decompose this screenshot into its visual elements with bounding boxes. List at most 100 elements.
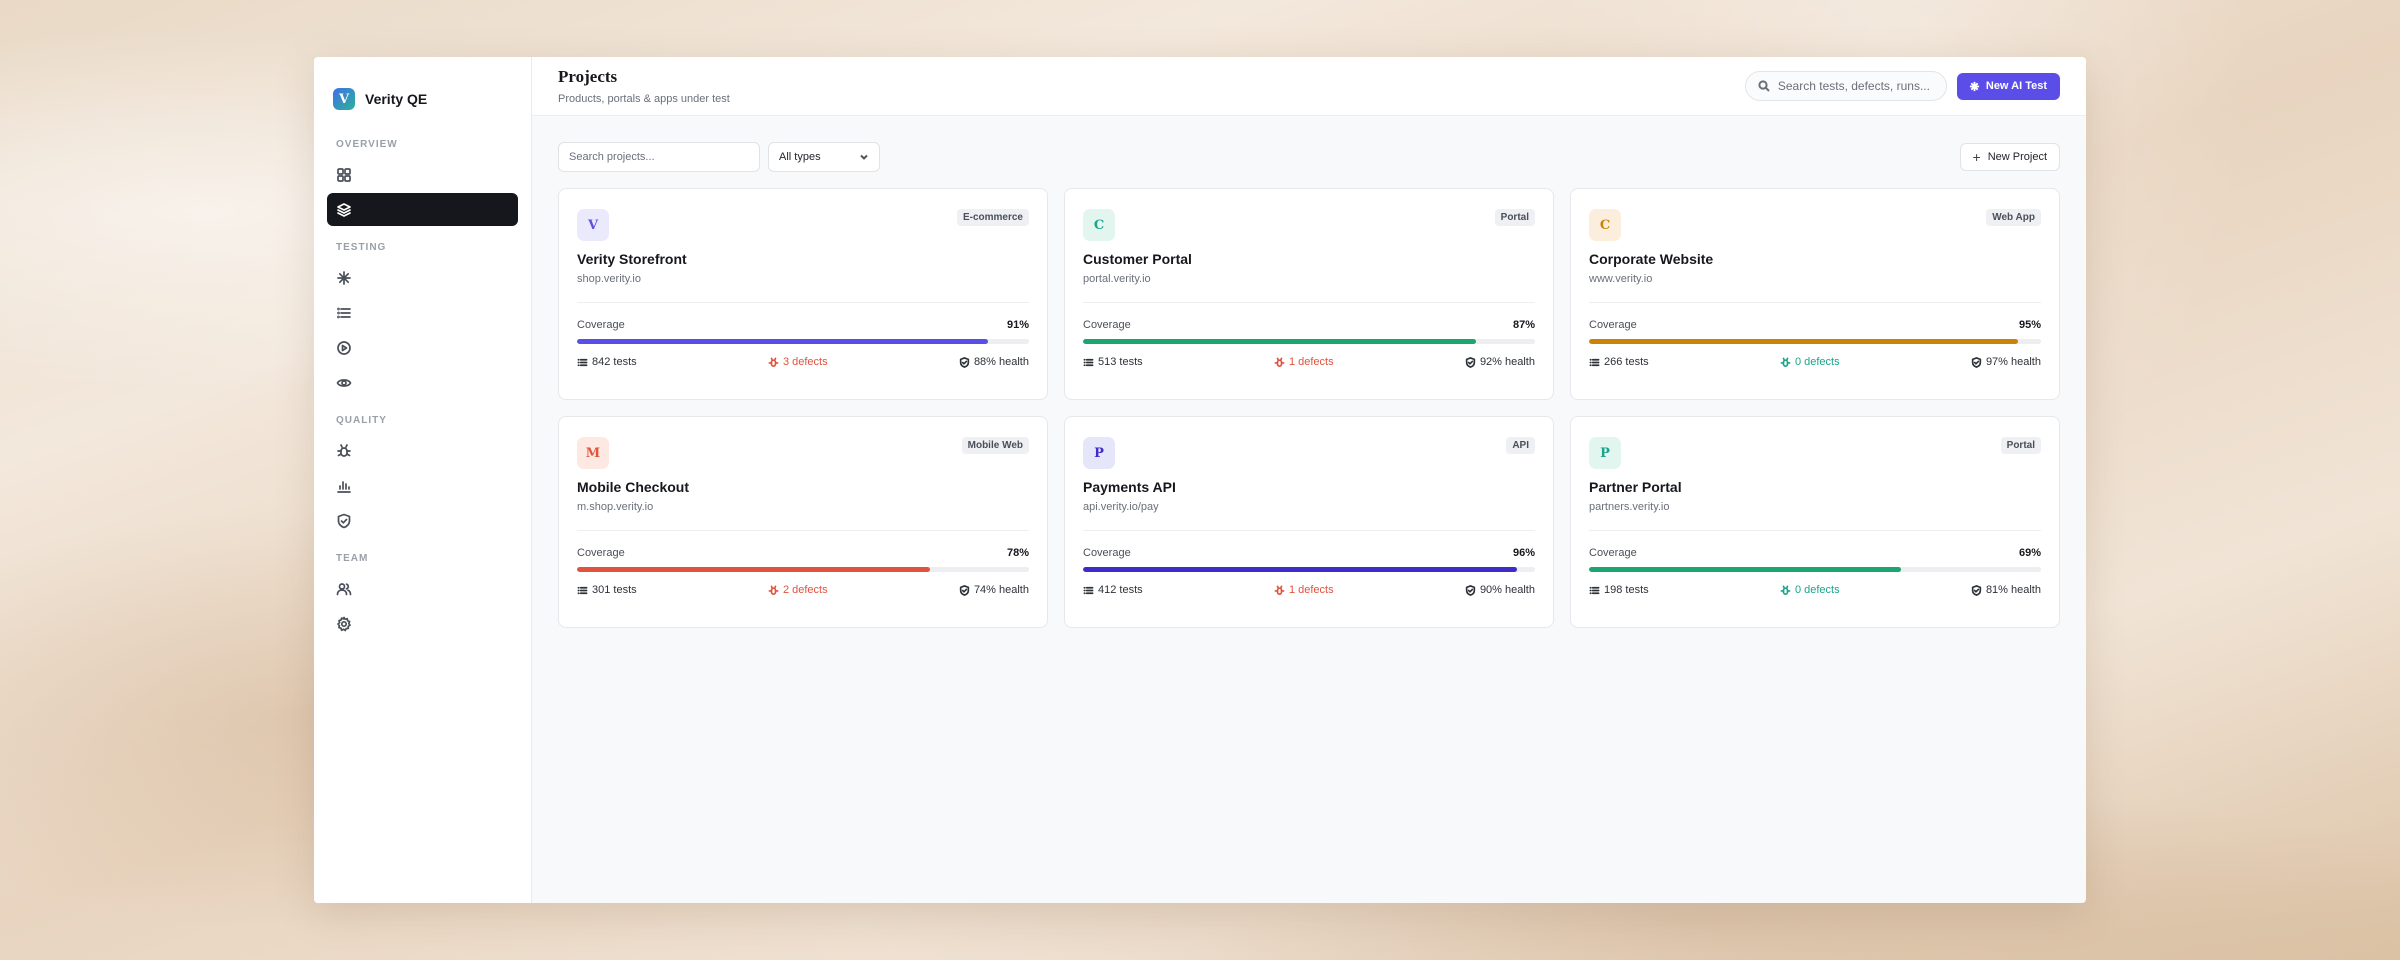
sidebar-item-compliance[interactable]	[327, 504, 518, 537]
sidebar-item-monitoring[interactable]	[327, 366, 518, 399]
content: All types + New Project V E-commerce Ver…	[532, 116, 2086, 654]
project-card[interactable]: C Portal Customer Portal portal.verity.i…	[1064, 188, 1554, 400]
new-project-label: New Project	[1987, 151, 2047, 163]
project-search-input[interactable]	[558, 142, 760, 172]
project-name: Payments API	[1083, 479, 1176, 495]
card-header: C Web App	[1589, 209, 2041, 243]
list-icon	[337, 307, 351, 318]
sidebar-item-projects[interactable]	[327, 193, 518, 226]
defects-count: 2 defects	[782, 584, 828, 596]
bug-icon	[1780, 585, 1791, 595]
nav-section-team: TEAM	[336, 553, 369, 564]
coverage-row: Coverage 78%	[577, 547, 1029, 559]
shield-check-icon	[1465, 356, 1476, 368]
defects-stat[interactable]: 1 defects	[1274, 584, 1334, 596]
users-icon	[336, 582, 352, 595]
coverage-bar-fill	[1589, 567, 1901, 572]
coverage-label: Coverage	[577, 547, 625, 559]
project-stats: 513 tests 1 defects 92% health	[1083, 356, 1535, 368]
sidebar-item-test-cases[interactable]	[327, 296, 518, 329]
sidebar-item-defects[interactable]	[327, 434, 518, 467]
tests-count: 513 tests	[1098, 356, 1143, 368]
tests-count: 412 tests	[1098, 584, 1143, 596]
defects-count: 1 defects	[1288, 356, 1334, 368]
project-type-badge: Portal	[2000, 437, 2041, 454]
coverage-row: Coverage 69%	[1589, 547, 2041, 559]
defects-stat[interactable]: 3 defects	[768, 356, 828, 368]
brand[interactable]: V Verity QE	[327, 75, 518, 123]
coverage-label: Coverage	[1083, 547, 1131, 559]
project-card[interactable]: C Web App Corporate Website www.verity.i…	[1570, 188, 2060, 400]
project-stats: 301 tests 2 defects 74% health	[577, 584, 1029, 596]
coverage-bar-fill	[577, 339, 989, 344]
sidebar-item-reports[interactable]	[327, 469, 518, 502]
list-icon	[1589, 586, 1600, 594]
chevron-down-icon	[860, 154, 868, 160]
page-heading: Projects Products, portals & apps under …	[558, 67, 730, 105]
defects-stat[interactable]: 2 defects	[768, 584, 828, 596]
coverage-bar-fill	[1589, 339, 2019, 344]
type-select-value: All types	[779, 151, 821, 163]
project-name: Customer Portal	[1083, 251, 1192, 267]
project-card[interactable]: V E-commerce Verity Storefront shop.veri…	[558, 188, 1048, 400]
coverage-bar	[1083, 567, 1535, 572]
health-value: 74% health	[973, 584, 1029, 596]
eye-icon	[336, 378, 352, 387]
page-subtitle: Products, portals & apps under test	[558, 93, 730, 105]
global-search-input[interactable]	[1777, 79, 1938, 93]
new-ai-test-button[interactable]: New AI Test	[1956, 72, 2060, 100]
search-icon	[1758, 80, 1770, 92]
filter-controls: All types	[558, 142, 880, 172]
page-title: Projects	[558, 67, 618, 86]
shield-check-icon	[1971, 584, 1982, 596]
coverage-bar	[1589, 339, 2041, 344]
coverage-percent: 78%	[1006, 547, 1029, 559]
defects-count: 0 defects	[1794, 584, 1840, 596]
tests-stat: 301 tests	[577, 584, 637, 596]
coverage-percent: 91%	[1006, 319, 1029, 331]
defects-stat[interactable]: 1 defects	[1274, 356, 1334, 368]
sidebar-item-members[interactable]	[327, 572, 518, 605]
defects-stat[interactable]: 0 defects	[1780, 356, 1840, 368]
sidebar-item-settings[interactable]	[327, 607, 518, 640]
sidebar-item-ai-tests[interactable]	[327, 261, 518, 294]
project-url: m.shop.verity.io	[577, 501, 654, 513]
coverage-bar	[1083, 339, 1535, 344]
card-divider	[577, 302, 1029, 303]
coverage-percent: 95%	[2018, 319, 2041, 331]
app-window: V Verity QE OVERVIEW TESTING QUALITY	[314, 57, 2086, 903]
defects-stat[interactable]: 0 defects	[1780, 584, 1840, 596]
list-icon	[1083, 586, 1094, 594]
nav-section-quality: QUALITY	[336, 415, 387, 426]
tests-count: 266 tests	[1604, 356, 1649, 368]
project-avatar: C	[1083, 209, 1115, 241]
coverage-percent: 96%	[1512, 547, 1535, 559]
coverage-row: Coverage 91%	[577, 319, 1029, 331]
sidebar-item-dashboard[interactable]	[327, 158, 518, 191]
project-avatar: V	[577, 209, 609, 241]
health-stat: 74% health	[959, 584, 1029, 596]
shield-check-icon	[959, 584, 970, 596]
bug-icon	[1780, 357, 1791, 367]
list-icon	[577, 586, 588, 594]
project-type-badge: Web App	[1986, 209, 2041, 226]
tests-stat: 198 tests	[1589, 584, 1649, 596]
coverage-bar	[577, 339, 1029, 344]
project-card[interactable]: P API Payments API api.verity.io/pay Cov…	[1064, 416, 1554, 628]
new-project-button[interactable]: + New Project	[1959, 143, 2060, 171]
health-stat: 92% health	[1465, 356, 1535, 368]
card-divider	[1589, 302, 2041, 303]
defects-count: 1 defects	[1288, 584, 1334, 596]
nav-section-overview: OVERVIEW	[336, 139, 398, 150]
coverage-row: Coverage 95%	[1589, 319, 2041, 331]
card-header: P Portal	[1589, 437, 2041, 471]
global-search[interactable]	[1744, 71, 1947, 101]
project-avatar: P	[1083, 437, 1115, 469]
project-card[interactable]: M Mobile Web Mobile Checkout m.shop.veri…	[558, 416, 1048, 628]
bug-icon	[768, 585, 779, 595]
shield-check-icon	[1465, 584, 1476, 596]
project-card[interactable]: P Portal Partner Portal partners.verity.…	[1570, 416, 2060, 628]
type-select[interactable]: All types	[768, 142, 880, 172]
sidebar-item-runs[interactable]	[327, 331, 518, 364]
project-name: Verity Storefront	[577, 251, 687, 267]
